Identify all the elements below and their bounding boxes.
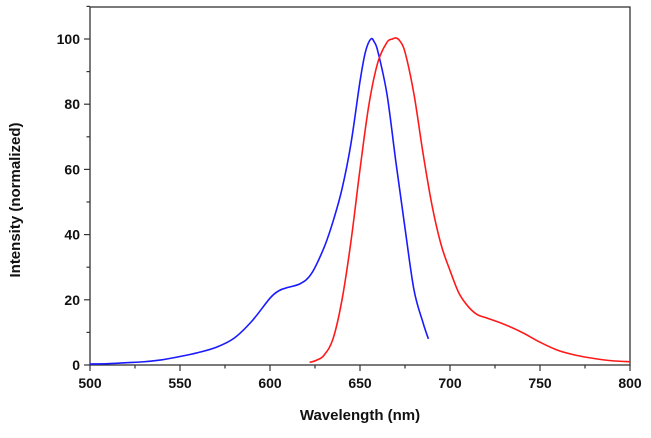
x-axis-label: Wavelength (nm): [300, 407, 420, 424]
y-tick-label: 100: [57, 31, 81, 47]
y-tick-label: 0: [72, 357, 80, 373]
x-tick-label: 700: [438, 375, 462, 391]
x-tick-label: 550: [168, 375, 192, 391]
series-line-blue: [89, 37, 430, 365]
y-tick-label: 40: [64, 227, 80, 243]
y-tick-label: 80: [64, 96, 80, 112]
y-axis-label: Intensity (normalized): [7, 122, 24, 277]
plot-frame: [89, 6, 631, 366]
series-line-red: [309, 37, 631, 364]
x-tick-label: 600: [258, 375, 282, 391]
y-tick-label: 20: [64, 292, 80, 308]
x-tick-label: 500: [78, 375, 102, 391]
x-tick-label: 650: [348, 375, 372, 391]
y-tick-label: 60: [64, 161, 80, 177]
x-tick-label: 750: [528, 375, 552, 391]
x-tick-label: 800: [618, 375, 642, 391]
